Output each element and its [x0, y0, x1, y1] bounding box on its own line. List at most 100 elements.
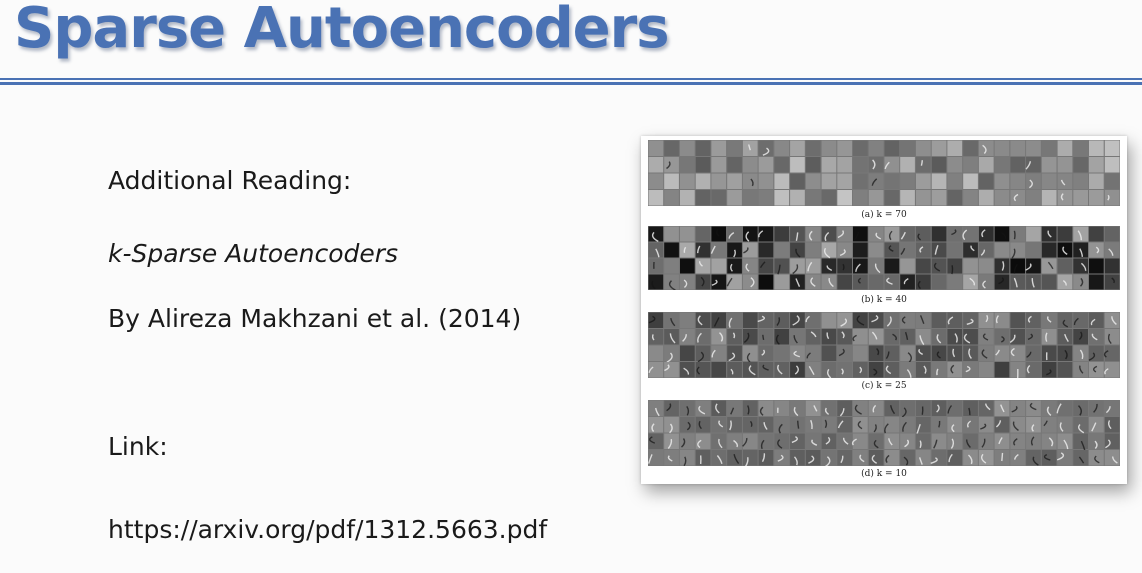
filter-stroke: [1047, 230, 1052, 238]
filter-tile: [1041, 329, 1057, 345]
filter-tile: [790, 400, 805, 416]
filter-stroke: [1105, 406, 1111, 414]
filter-stroke: [875, 232, 882, 240]
filter-stroke: [947, 405, 953, 414]
filter-stroke: [995, 420, 1002, 428]
filter-stroke: [1078, 424, 1085, 434]
filter-tile: [916, 450, 931, 466]
filter-stroke: [733, 249, 736, 258]
filter-tile: [1104, 140, 1120, 156]
filter-stroke: [981, 229, 986, 238]
filter-tile: [978, 362, 994, 378]
filter-stroke: [748, 144, 751, 151]
filter-tile: [868, 140, 884, 156]
filter-stroke: [745, 231, 750, 242]
filter-tile: [821, 157, 837, 173]
filter-stroke: [998, 437, 1003, 445]
filter-tile: [711, 258, 727, 274]
filter-stroke: [792, 315, 800, 326]
filter-tile: [978, 433, 994, 449]
filter-tile: [648, 157, 664, 173]
filter-stroke: [1094, 440, 1098, 449]
filter-tile: [821, 345, 837, 361]
filter-tile: [680, 157, 695, 173]
filter-tile: [963, 173, 978, 189]
filter-stroke: [810, 277, 816, 287]
filter-stroke: [1056, 452, 1065, 461]
filter-stroke: [1043, 453, 1051, 461]
filter-stroke: [649, 436, 656, 444]
filter-stroke: [651, 231, 659, 243]
filter-tile: [916, 190, 931, 206]
filter-tile: [648, 226, 664, 242]
filter-tile: [900, 157, 915, 173]
filter-tile: [868, 274, 884, 290]
filter-stroke: [651, 423, 655, 432]
title-divider-thick: [0, 82, 1142, 85]
filter-tile: [821, 173, 837, 189]
filter-stroke: [698, 405, 706, 415]
filter-stroke: [651, 334, 655, 341]
filter-stroke: [982, 280, 987, 289]
filter-tile: [1057, 362, 1073, 378]
filter-tile: [790, 433, 805, 449]
paper-link[interactable]: https://arxiv.org/pdf/1312.5663.pdf: [108, 515, 548, 544]
filter-stroke: [759, 261, 766, 269]
filter-tile: [711, 362, 727, 378]
filter-stroke: [885, 365, 892, 375]
filter-stroke: [710, 245, 716, 254]
filter-tile: [916, 242, 931, 258]
filter-tile: [695, 417, 711, 433]
filter-tile: [963, 258, 978, 274]
filter-tile: [1089, 417, 1104, 433]
filter-tile: [931, 274, 947, 290]
filter-stroke: [683, 456, 687, 466]
filter-tile: [742, 242, 758, 258]
filter-stroke: [995, 315, 999, 324]
filter-stroke: [1056, 403, 1062, 414]
filter-tile: [884, 157, 900, 173]
filter-tile: [664, 157, 679, 173]
filter-stroke: [728, 352, 736, 362]
filter-stroke: [885, 351, 890, 359]
filter-tile: [947, 329, 963, 345]
filter-tile: [963, 242, 978, 258]
filter-tile: [900, 450, 915, 466]
filter-stroke: [970, 245, 975, 252]
filter-tile: [664, 173, 679, 189]
filter-tile: [758, 345, 774, 361]
filter-stroke: [667, 438, 673, 449]
filter-tile: [727, 417, 742, 433]
filter-stroke: [969, 277, 976, 286]
filter-stroke: [902, 421, 907, 432]
filter-stroke: [851, 438, 857, 446]
filter-tile: [931, 258, 947, 274]
filter-tile: [1057, 450, 1073, 466]
filter-tile: [1073, 274, 1088, 290]
filter-tile: [916, 362, 931, 378]
filter-stroke: [1103, 350, 1109, 358]
filter-tile: [1104, 226, 1120, 242]
filter-stroke: [806, 352, 811, 359]
filter-tile: [1041, 140, 1057, 156]
filter-stroke: [951, 229, 957, 236]
filter-stroke: [744, 457, 749, 466]
filter-stroke: [1046, 369, 1052, 376]
filter-tile: [742, 258, 758, 274]
filter-tile: [884, 345, 900, 361]
filter-stroke: [743, 247, 749, 254]
filter-stroke: [697, 315, 703, 326]
filter-tile: [1073, 433, 1088, 449]
filter-tile: [978, 140, 994, 156]
filter-stroke: [808, 365, 815, 376]
filter-tile: [1073, 417, 1088, 433]
filter-tile: [821, 140, 837, 156]
filter-tile: [742, 190, 758, 206]
filter-stroke: [1011, 248, 1016, 259]
filter-tile: [1089, 226, 1104, 242]
filter-stroke: [1010, 347, 1015, 357]
filter-tile: [837, 140, 852, 156]
filter-tile: [900, 173, 915, 189]
filter-tile: [805, 226, 821, 242]
filter-tile: [1089, 345, 1104, 361]
